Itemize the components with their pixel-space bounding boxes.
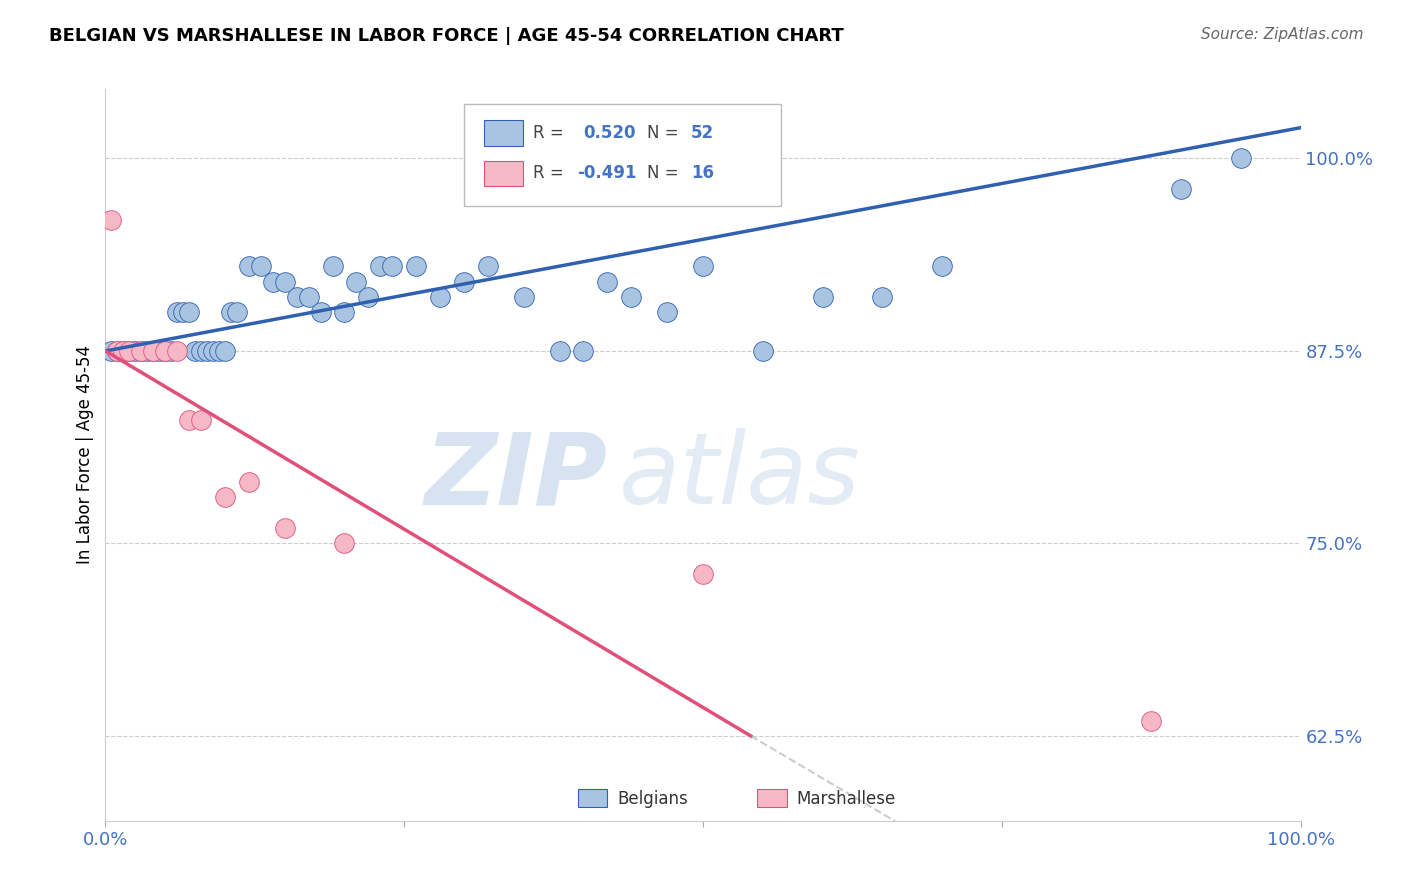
Point bbox=[285, 290, 308, 304]
Text: 0.520: 0.520 bbox=[583, 124, 636, 142]
Text: Marshallese: Marshallese bbox=[796, 789, 896, 807]
Text: Belgians: Belgians bbox=[617, 789, 688, 807]
Point bbox=[238, 260, 260, 274]
FancyBboxPatch shape bbox=[464, 103, 780, 206]
Text: atlas: atlas bbox=[619, 428, 860, 525]
Text: N =: N = bbox=[647, 124, 683, 142]
Point bbox=[177, 413, 201, 427]
Point bbox=[298, 290, 321, 304]
Point bbox=[142, 343, 165, 358]
Point bbox=[142, 343, 165, 358]
Point bbox=[160, 343, 183, 358]
Point bbox=[129, 343, 153, 358]
Point bbox=[214, 343, 236, 358]
Point bbox=[214, 490, 236, 504]
Y-axis label: In Labor Force | Age 45-54: In Labor Force | Age 45-54 bbox=[76, 345, 94, 565]
Point bbox=[107, 343, 129, 358]
Point bbox=[381, 260, 404, 274]
Point bbox=[309, 305, 332, 319]
Point bbox=[333, 305, 356, 319]
Point bbox=[100, 343, 122, 358]
Point bbox=[548, 343, 571, 358]
Text: R =: R = bbox=[533, 164, 569, 182]
Text: -0.491: -0.491 bbox=[578, 164, 637, 182]
Point bbox=[112, 343, 135, 358]
Point bbox=[112, 343, 135, 358]
Point bbox=[513, 290, 536, 304]
Point bbox=[107, 343, 129, 358]
Point bbox=[100, 213, 122, 227]
Point bbox=[273, 521, 295, 535]
Point bbox=[368, 260, 391, 274]
Point bbox=[118, 343, 141, 358]
Text: 16: 16 bbox=[692, 164, 714, 182]
Point bbox=[1140, 714, 1163, 728]
Point bbox=[872, 290, 894, 304]
Point bbox=[620, 290, 643, 304]
Point bbox=[153, 343, 177, 358]
Point bbox=[190, 413, 212, 427]
Point bbox=[429, 290, 451, 304]
Point bbox=[118, 343, 141, 358]
Point bbox=[129, 343, 153, 358]
Point bbox=[596, 275, 619, 289]
Point bbox=[692, 260, 714, 274]
Point bbox=[190, 343, 212, 358]
Point bbox=[357, 290, 380, 304]
Text: BELGIAN VS MARSHALLESE IN LABOR FORCE | AGE 45-54 CORRELATION CHART: BELGIAN VS MARSHALLESE IN LABOR FORCE | … bbox=[49, 27, 844, 45]
Point bbox=[238, 475, 260, 489]
Text: Source: ZipAtlas.com: Source: ZipAtlas.com bbox=[1201, 27, 1364, 42]
Point bbox=[195, 343, 218, 358]
Point bbox=[124, 343, 146, 358]
Text: R =: R = bbox=[533, 124, 569, 142]
Text: 52: 52 bbox=[692, 124, 714, 142]
Point bbox=[931, 260, 953, 274]
Point bbox=[166, 343, 188, 358]
Point bbox=[166, 305, 188, 319]
FancyBboxPatch shape bbox=[484, 161, 523, 186]
Point bbox=[219, 305, 242, 319]
Point bbox=[184, 343, 207, 358]
Point bbox=[177, 305, 201, 319]
FancyBboxPatch shape bbox=[578, 789, 607, 807]
Point bbox=[208, 343, 231, 358]
Point bbox=[1170, 182, 1192, 196]
Point bbox=[655, 305, 678, 319]
Text: ZIP: ZIP bbox=[425, 428, 607, 525]
FancyBboxPatch shape bbox=[756, 789, 787, 807]
Point bbox=[572, 343, 595, 358]
Point bbox=[692, 567, 714, 582]
Point bbox=[273, 275, 295, 289]
Point bbox=[148, 343, 170, 358]
Point bbox=[346, 275, 368, 289]
Point bbox=[1229, 152, 1251, 166]
Point bbox=[262, 275, 284, 289]
Point bbox=[172, 305, 194, 319]
Point bbox=[453, 275, 475, 289]
Point bbox=[477, 260, 499, 274]
Point bbox=[751, 343, 773, 358]
Point bbox=[202, 343, 225, 358]
Point bbox=[405, 260, 427, 274]
Point bbox=[136, 343, 159, 358]
Text: N =: N = bbox=[647, 164, 683, 182]
Point bbox=[811, 290, 834, 304]
Point bbox=[250, 260, 273, 274]
Point bbox=[153, 343, 177, 358]
Point bbox=[321, 260, 344, 274]
FancyBboxPatch shape bbox=[484, 120, 523, 145]
Point bbox=[225, 305, 249, 319]
Point bbox=[333, 536, 356, 550]
